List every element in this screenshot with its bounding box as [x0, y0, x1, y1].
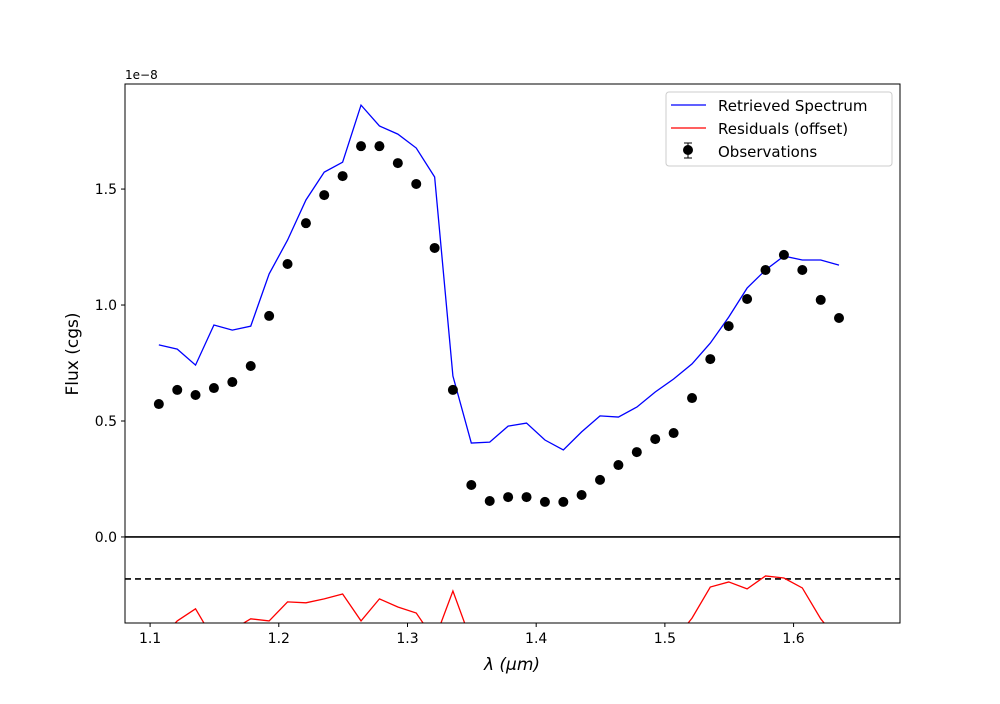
- observation-point: [539, 496, 550, 507]
- legend: Retrieved Spectrum Residuals (offset) Ob…: [665, 91, 893, 167]
- residuals-line: [174, 575, 825, 623]
- observation-point: [282, 258, 293, 269]
- y-tick-label: 1.5: [95, 182, 117, 198]
- observation-point: [300, 218, 311, 229]
- observation-point: [227, 377, 238, 388]
- observation-point: [484, 496, 495, 507]
- y-axis-label: Flux (cgs): [63, 313, 83, 396]
- observation-point: [337, 171, 348, 182]
- observation-point: [705, 354, 716, 365]
- x-tick-label: 1.4: [525, 631, 547, 647]
- observation-point: [319, 190, 330, 201]
- observation-point: [650, 434, 661, 445]
- y-axis-ticks: 0.0 0.5 1.0 1.5: [95, 182, 125, 546]
- observation-point: [797, 265, 808, 276]
- observation-point: [153, 399, 164, 410]
- observation-point: [742, 293, 753, 304]
- axes-frame: [124, 83, 901, 624]
- x-tick-label: 1.3: [396, 631, 418, 647]
- retrieved-spectrum-line: [158, 103, 840, 451]
- observation-point: [264, 310, 275, 321]
- observation-point: [172, 384, 183, 395]
- x-tick-label: 1.5: [654, 631, 676, 647]
- legend-swatch-observations: [683, 142, 693, 159]
- x-tick-label: 1.2: [268, 631, 290, 647]
- observation-point: [208, 383, 219, 394]
- y-tick-label: 0.5: [95, 414, 117, 430]
- observation-point: [723, 321, 734, 332]
- observation-point: [245, 361, 256, 372]
- observation-point: [503, 492, 514, 503]
- observation-point: [374, 141, 385, 152]
- observation-point: [429, 242, 440, 253]
- observation-point: [595, 474, 606, 485]
- x-axis-ticks: 1.1 1.2 1.3 1.4 1.5 1.6: [139, 623, 805, 647]
- legend-label-retrieved: Retrieved Spectrum: [718, 97, 868, 115]
- observation-point: [190, 390, 201, 401]
- observation-point: [411, 178, 422, 189]
- legend-label-residuals: Residuals (offset): [718, 120, 848, 138]
- y-offset-text: 1e−8: [125, 68, 158, 82]
- observation-point: [668, 428, 679, 439]
- legend-frame: [665, 91, 893, 167]
- observation-point: [558, 496, 569, 507]
- legend-label-observations: Observations: [718, 143, 817, 161]
- y-tick-label: 1.0: [95, 298, 117, 314]
- observation-point: [356, 141, 367, 152]
- observation-point: [815, 294, 826, 305]
- observation-point: [392, 158, 403, 169]
- x-axis-label: λ (μm): [483, 655, 540, 675]
- observation-point: [778, 249, 789, 260]
- observation-point: [613, 460, 624, 471]
- observation-point: [576, 489, 587, 500]
- observation-point: [631, 447, 642, 458]
- observation-point: [687, 393, 698, 404]
- observation-point: [760, 265, 771, 276]
- x-tick-label: 1.1: [139, 631, 161, 647]
- observation-point: [447, 384, 458, 395]
- y-tick-label: 0.0: [95, 530, 117, 546]
- plot-area: [125, 103, 900, 623]
- observation-point: [521, 492, 532, 503]
- observation-point: [833, 313, 844, 324]
- x-tick-label: 1.6: [782, 631, 804, 647]
- observation-point: [466, 480, 477, 491]
